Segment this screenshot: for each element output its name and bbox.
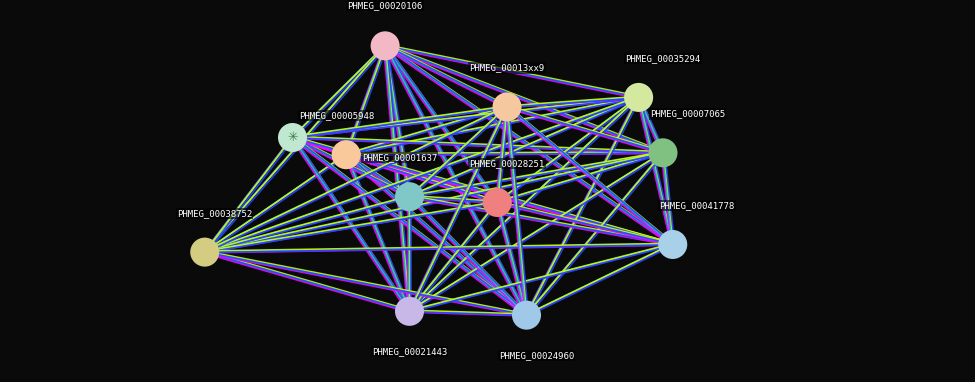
- Circle shape: [624, 83, 653, 112]
- Circle shape: [332, 140, 361, 169]
- Text: PHMEG_00013xx9: PHMEG_00013xx9: [469, 63, 545, 73]
- Text: PHMEG_00020106: PHMEG_00020106: [347, 1, 423, 10]
- Circle shape: [492, 92, 522, 121]
- Circle shape: [370, 31, 400, 60]
- Text: PHMEG_00001637: PHMEG_00001637: [362, 153, 438, 162]
- Text: PHMEG_00005948: PHMEG_00005948: [298, 111, 374, 120]
- Circle shape: [278, 123, 307, 152]
- Text: PHMEG_00035294: PHMEG_00035294: [625, 54, 701, 63]
- Text: PHMEG_00024960: PHMEG_00024960: [498, 351, 574, 360]
- Circle shape: [395, 297, 424, 326]
- Circle shape: [512, 301, 541, 330]
- Text: PHMEG_00041778: PHMEG_00041778: [659, 201, 735, 210]
- Text: PHMEG_00021443: PHMEG_00021443: [371, 347, 448, 356]
- Text: PHMEG_00038752: PHMEG_00038752: [176, 209, 253, 218]
- Circle shape: [648, 138, 678, 167]
- Text: ✳: ✳: [288, 131, 297, 144]
- Text: PHMEG_00007065: PHMEG_00007065: [649, 109, 725, 118]
- Circle shape: [483, 188, 512, 217]
- Circle shape: [190, 238, 219, 267]
- Text: PHMEG_00028251: PHMEG_00028251: [469, 159, 545, 168]
- Circle shape: [395, 182, 424, 211]
- Circle shape: [658, 230, 687, 259]
